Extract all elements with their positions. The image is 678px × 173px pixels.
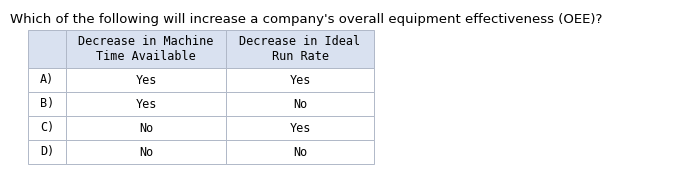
Bar	[226, 68, 374, 92]
Text: No: No	[293, 145, 307, 158]
Text: Yes: Yes	[136, 74, 157, 86]
Text: Decrease in Machine: Decrease in Machine	[79, 35, 214, 48]
Text: C): C)	[40, 121, 54, 134]
Text: Yes: Yes	[136, 98, 157, 111]
Bar	[66, 68, 226, 92]
Bar	[226, 92, 374, 116]
Bar	[28, 68, 66, 92]
Text: No: No	[139, 121, 153, 134]
Text: B): B)	[40, 98, 54, 111]
Bar	[66, 30, 226, 68]
Text: Decrease in Ideal: Decrease in Ideal	[239, 35, 361, 48]
Text: D): D)	[40, 145, 54, 158]
Bar	[226, 116, 374, 140]
Bar	[66, 92, 226, 116]
Bar	[226, 140, 374, 164]
Bar	[28, 30, 66, 68]
Text: Yes: Yes	[290, 74, 311, 86]
Bar	[66, 116, 226, 140]
Text: A): A)	[40, 74, 54, 86]
Bar	[28, 140, 66, 164]
Text: No: No	[139, 145, 153, 158]
Text: Time Available: Time Available	[96, 50, 196, 63]
Text: Run Rate: Run Rate	[271, 50, 329, 63]
Bar	[28, 92, 66, 116]
Text: No: No	[293, 98, 307, 111]
Bar	[66, 140, 226, 164]
Bar	[28, 116, 66, 140]
Bar	[226, 30, 374, 68]
Text: Which of the following will increase a company's overall equipment effectiveness: Which of the following will increase a c…	[10, 13, 602, 26]
Text: Yes: Yes	[290, 121, 311, 134]
